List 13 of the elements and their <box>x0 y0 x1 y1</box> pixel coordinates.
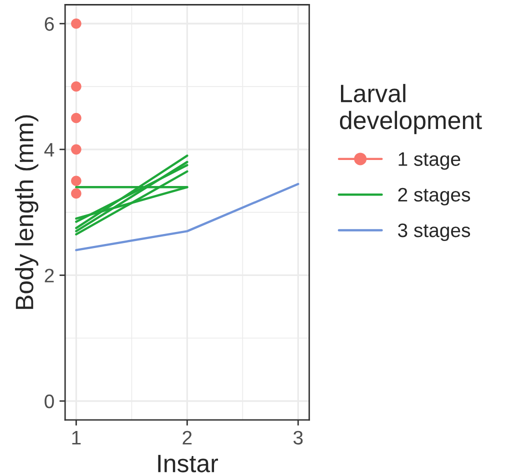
legend-label: 2 stages <box>398 188 470 206</box>
x-tick-label: 1 <box>72 431 81 444</box>
legend-label: 1 stage <box>398 152 460 170</box>
x-tick-label: 3 <box>293 430 303 445</box>
y-axis-title: Body length (mm) <box>15 115 38 309</box>
y-tick-label: 2 <box>44 268 54 282</box>
y-tick-label: 4 <box>44 143 54 156</box>
legend-title: Larval development <box>340 84 482 134</box>
x-tick-label: 2 <box>182 430 192 444</box>
y-tick-label: 6 <box>44 17 54 31</box>
y-tick-label: 0 <box>44 394 54 408</box>
legend-label: 3 stages <box>398 223 470 242</box>
x-axis-title: Instar <box>158 454 218 472</box>
